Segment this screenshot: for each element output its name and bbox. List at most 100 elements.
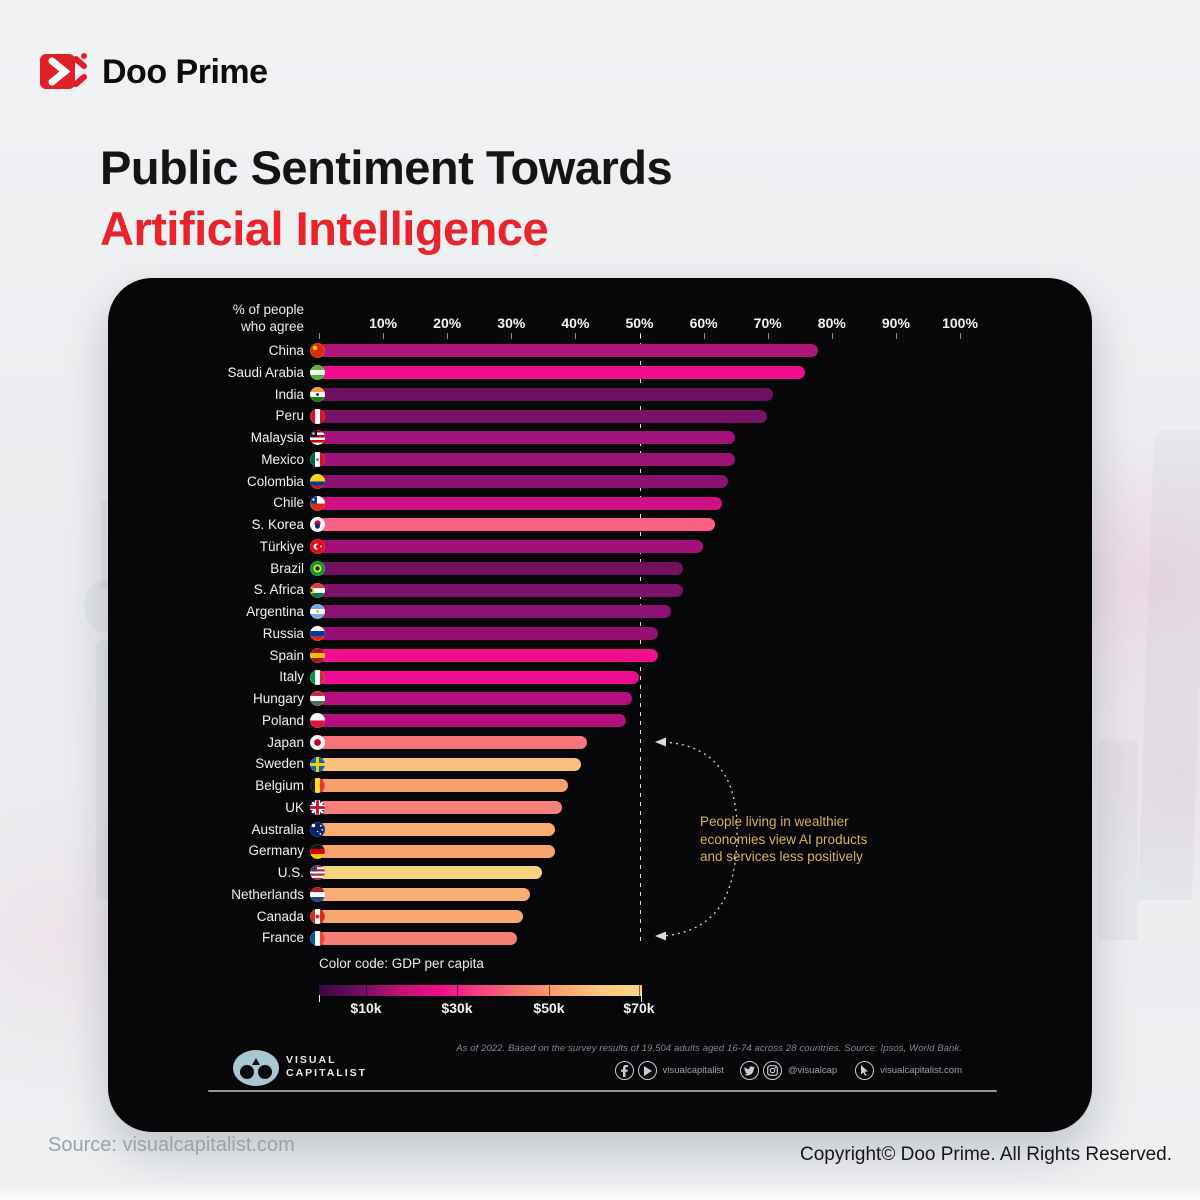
country-flag-icon [309,887,326,903]
sentiment-bar [318,735,588,749]
sentiment-bar [318,670,639,684]
title-line-1: Public Sentiment Towards [100,141,673,194]
sentiment-bar [318,888,530,902]
country-label: Saudi Arabia [227,364,304,380]
city-silhouette-decoration [1098,740,1138,940]
country-flag-icon [309,582,326,598]
country-label: Belgium [255,778,304,793]
cursor-icon [855,1061,875,1080]
legend-title: Color code: GDP per capita [319,956,484,971]
country-flag-icon [309,408,326,424]
sentiment-bar [318,583,684,597]
sentiment-bar [318,931,517,945]
country-flag-icon [309,734,326,750]
country-flag-icon [309,495,326,511]
country-flag-icon [309,756,326,772]
sentiment-bar [318,453,735,467]
country-flag-icon [309,908,326,924]
sentiment-bar [318,431,735,445]
sentiment-bar [318,714,626,728]
legend-tick-mark [366,984,367,997]
country-flag-icon [309,930,326,946]
x-axis-tick-mark [960,333,961,339]
bar-row: Malaysia [108,427,1092,449]
sentiment-bar [318,844,556,858]
sentiment-bar [318,561,684,575]
country-flag-icon [309,386,326,402]
country-flag-icon [309,800,326,816]
x-axis-tick-label: 20% [433,315,462,331]
bar-row: Hungary [108,688,1092,710]
country-label: S. Africa [253,582,304,598]
title-line-2: Artificial Intelligence [100,202,549,256]
country-label: Japan [267,734,304,750]
social-handle-at: @visualcap [787,1065,838,1076]
brand-name: Doo Prime [102,52,268,91]
legend-tick-mark [457,984,458,997]
bar-row: Poland [108,710,1092,732]
country-label: Spain [269,647,304,663]
bar-row: China [108,340,1092,362]
x-axis-tick-label: 60% [689,315,718,331]
sentiment-bar [318,366,806,380]
country-label: Türkiye [259,538,304,554]
country-label: UK [285,799,304,815]
country-flag-icon [309,473,326,489]
bar-row: Sweden [108,753,1092,775]
x-axis-tick-mark [767,333,769,339]
x-axis-tick-label: 50% [625,315,654,331]
bar-row: Germany [108,840,1092,862]
legend-tick-mark [549,984,550,997]
x-axis-tick-mark [831,333,833,339]
bar-row: Italy [108,666,1092,688]
country-label: Chile [273,495,304,511]
bar-row: Brazil [108,558,1092,580]
country-flag-icon [309,669,326,685]
bar-row: Australia [108,819,1092,841]
sentiment-bar [318,518,716,532]
bar-row: Mexico [108,449,1092,471]
country-label: Canada [256,908,304,924]
x-axis-tick-label: 90% [881,315,910,331]
country-label: India [274,386,304,402]
legend-tick-label: $10k [350,1000,382,1016]
sentiment-bar [318,822,556,836]
x-axis-tick-label: 70% [753,315,782,331]
bar-row: Netherlands [108,884,1092,906]
legend-tick-label: $50k [533,1000,565,1016]
country-label: Colombia [246,473,304,489]
sentiment-bar [318,387,774,401]
country-flag-icon [309,821,326,837]
country-flag-icon [309,691,326,707]
x-axis-tick-mark [511,333,513,339]
country-label: Sweden [255,756,304,772]
city-silhouette-decoration [1137,430,1200,900]
bar-row: Saudi Arabia [108,362,1092,384]
sentiment-bar [318,692,633,706]
country-flag-icon [309,365,326,381]
visual-capitalist-wordmark: VISUAL CAPITALIST [286,1054,368,1079]
bar-row: Argentina [108,601,1092,623]
bar-row: Chile [108,492,1092,514]
country-flag-icon [309,343,326,359]
x-axis-tick-label: 30% [497,315,526,331]
legend-tick-mark [639,984,640,997]
country-label: France [261,930,304,946]
doo-prime-logo-icon [40,53,87,89]
x-axis-tick-label: 80% [817,315,846,331]
country-flag-icon [309,517,326,533]
country-flag-icon [309,604,326,620]
legend-tick-label: $30k [441,1000,473,1016]
copyright-notice: Copyright© Doo Prime. All Rights Reserve… [800,1144,1172,1165]
country-label: Malaysia [250,430,304,445]
x-axis-tick-mark [895,333,897,339]
country-flag-icon [309,452,326,468]
bar-row: Russia [108,623,1092,645]
bar-row: India [108,384,1092,406]
bar-row: U.S. [108,862,1092,884]
bar-row: Peru [108,405,1092,427]
country-flag-icon [309,647,326,663]
country-label: Peru [275,408,304,424]
x-axis-tick-label: 40% [561,315,590,331]
bar-row: S. Korea [108,514,1092,536]
